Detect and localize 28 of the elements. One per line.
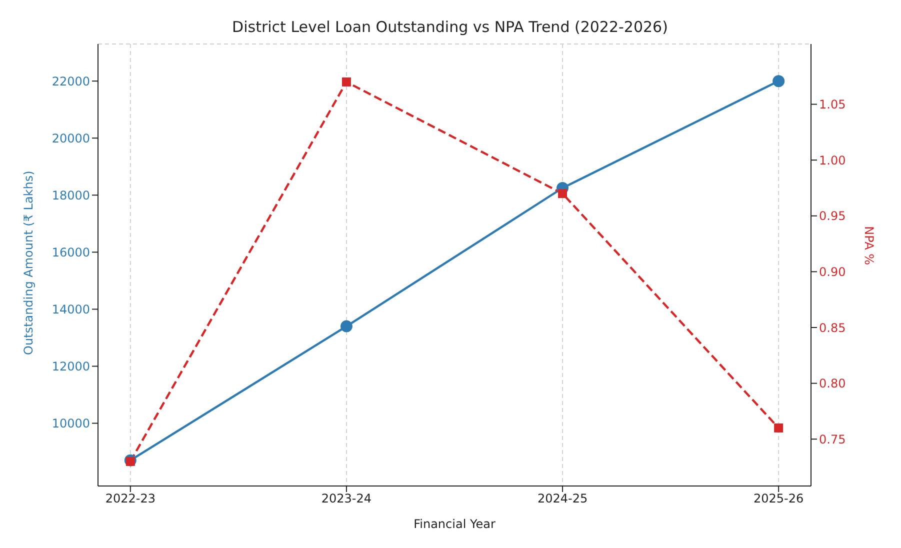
y2-tick-label: 1.00 [819,153,846,168]
y2-tick-label: 0.80 [819,376,846,391]
y2-tick-label: 0.85 [819,320,846,335]
x-tick-label: 2023-24 [321,492,372,506]
y-tick-label: 12000 [52,359,90,374]
point [342,77,351,86]
y-tick-label: 10000 [52,416,90,431]
y-tick-label: 14000 [52,302,90,316]
x-axis-title: Financial Year [414,517,496,531]
y-tick-label: 22000 [52,74,90,88]
point [558,189,568,198]
y2-tick-label: 0.95 [819,209,846,224]
point [772,75,785,88]
x-tick-label: 2024-25 [537,492,588,506]
y-tick-label: 20000 [52,131,90,146]
point [126,456,135,466]
x-tick-label: 2025-26 [754,492,804,506]
y-tick-label: 18000 [52,188,90,202]
y2-tick-label: 0.75 [819,432,846,446]
point [340,320,352,332]
y-tick-label: 16000 [52,245,90,260]
x-tick-label: 2022-23 [105,492,156,506]
y2-tick-label: 1.05 [819,98,846,112]
y-axis-title: Outstanding Amount (₹ Lakhs) [21,170,36,355]
chart-title: District Level Loan Outstanding vs NPA Trend (2022-2026) [232,18,668,36]
y2-tick-label: 0.90 [819,264,846,279]
point [774,423,784,432]
y2-axis-title: NPA % [862,226,876,265]
